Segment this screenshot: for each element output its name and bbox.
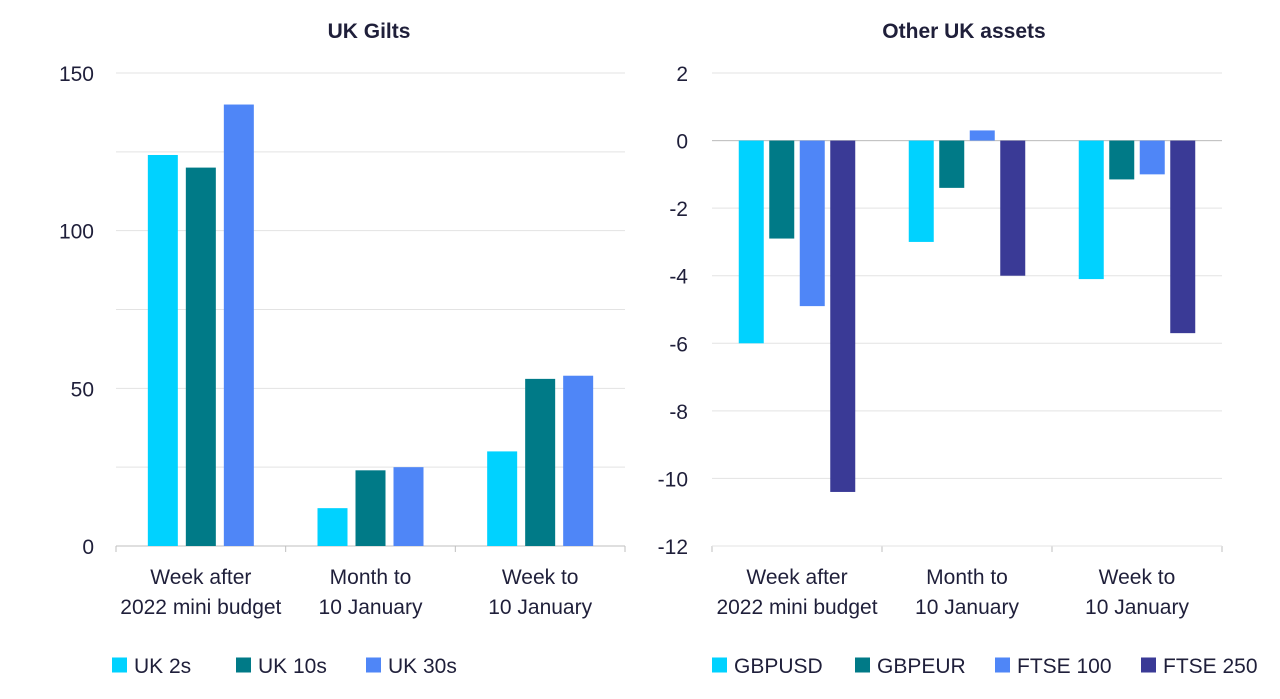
bar-gbpeur-2 — [939, 140, 965, 188]
chart-assets: Other UK assets 2 0 -2 -4 -6 -8 -10 -12 Week afte… — [658, 20, 1258, 678]
legend-item: FTSE 250 — [1141, 655, 1258, 678]
chart-title: UK Gilts — [328, 20, 411, 43]
x-category-label: 10 January — [915, 596, 1019, 619]
y-tick-label: 50 — [71, 378, 94, 401]
legend-item: GBPEUR — [855, 655, 966, 678]
bar-ftse-250-2 — [1000, 140, 1026, 276]
chart-gilts: UK Gilts 0 50 100 150 Week after 2022 mini bud… — [59, 20, 626, 678]
x-category-label: Week after — [150, 566, 251, 589]
bar-uk-30s-1 — [223, 104, 254, 547]
y-tick-label: 150 — [59, 63, 94, 86]
legend-label: GBPEUR — [877, 655, 966, 678]
x-category-label: Week to — [502, 566, 579, 589]
bar-uk-10s-2 — [355, 470, 386, 546]
bar-uk-10s-3 — [525, 378, 556, 546]
x-category-label: 2022 mini budget — [120, 596, 281, 619]
bar-gbpusd-1 — [738, 140, 764, 344]
bar-ftse-100-3 — [1139, 140, 1165, 175]
legend-item: FTSE 100 — [995, 655, 1112, 678]
x-category-label: Week to — [1099, 566, 1176, 589]
bar-uk-30s-2 — [393, 467, 424, 546]
chart-title: Other UK assets — [882, 20, 1045, 43]
legend-swatch — [995, 657, 1010, 673]
bar-gbpeur-3 — [1109, 140, 1135, 180]
y-tick-label: -6 — [669, 333, 688, 356]
bar-ftse-250-1 — [830, 140, 856, 492]
legend-item: UK 30s — [366, 655, 457, 678]
bar-uk-30s-3 — [563, 375, 594, 546]
bar-uk-10s-1 — [185, 167, 216, 546]
legend-label: GBPUSD — [734, 655, 823, 678]
legend-swatch — [712, 657, 727, 673]
x-category-label: 10 January — [488, 596, 592, 619]
bar-ftse-250-3 — [1170, 140, 1196, 334]
legend-item: UK 2s — [112, 655, 191, 678]
legend-swatch — [855, 657, 870, 673]
legend-label: UK 30s — [388, 655, 457, 678]
y-tick-label: -10 — [658, 468, 688, 491]
x-category-label: Month to — [330, 566, 412, 589]
x-category-label: 2022 mini budget — [716, 596, 877, 619]
y-tick-label: 2 — [676, 63, 688, 86]
legend-swatch — [366, 657, 381, 673]
bar-gbpusd-3 — [1078, 140, 1104, 280]
legend-label: FTSE 100 — [1017, 655, 1112, 678]
y-tick-label: -8 — [669, 401, 688, 424]
y-tick-label: -12 — [658, 536, 688, 559]
legend-swatch — [236, 657, 251, 673]
legend-swatch — [112, 657, 127, 673]
y-tick-label: 0 — [82, 536, 94, 559]
bar-uk-2s-3 — [487, 451, 518, 546]
bar-ftse-100-2 — [969, 130, 995, 141]
x-category-label: Week after — [746, 566, 847, 589]
y-tick-label: -2 — [669, 198, 688, 221]
legend-label: UK 10s — [258, 655, 327, 678]
legend-label: UK 2s — [134, 655, 191, 678]
x-category-label: Month to — [926, 566, 1008, 589]
y-tick-label: 0 — [676, 131, 688, 154]
legend-label: FTSE 250 — [1163, 655, 1258, 678]
y-tick-label: -4 — [669, 266, 688, 289]
legend-item: UK 10s — [236, 655, 327, 678]
bar-uk-2s-1 — [147, 154, 178, 546]
bar-uk-2s-2 — [317, 508, 348, 546]
legend-swatch — [1141, 657, 1156, 673]
bar-gbpeur-1 — [769, 140, 795, 239]
x-category-label: 10 January — [1085, 596, 1189, 619]
y-tick-label: 100 — [59, 221, 94, 244]
x-category-label: 10 January — [319, 596, 423, 619]
bar-ftse-100-1 — [799, 140, 825, 307]
bar-gbpusd-2 — [908, 140, 934, 242]
legend-item: GBPUSD — [712, 655, 823, 678]
